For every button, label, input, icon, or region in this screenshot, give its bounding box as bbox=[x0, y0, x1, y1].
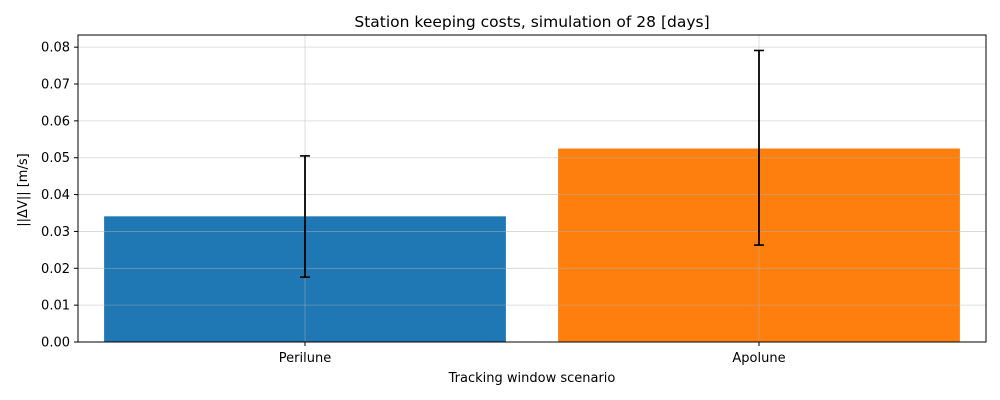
x-tick-label-apolune: Apolune bbox=[732, 351, 785, 366]
y-tick-label-6: 0.06 bbox=[41, 114, 70, 129]
axes: 0.00 0.01 0.02 0.03 0.04 0.05 0.06 0.07 0.08 Peri… bbox=[41, 34, 987, 366]
plot-frame bbox=[77, 34, 987, 343]
bars bbox=[104, 148, 960, 342]
error-bars bbox=[300, 49, 764, 278]
x-tick-label-perilune: Perilune bbox=[279, 351, 331, 366]
y-axis-label: ||ΔV|| [m/s] bbox=[16, 153, 31, 226]
chart-title: Station keeping costs, simulation of 28 … bbox=[354, 13, 709, 31]
y-tick-label-0: 0.00 bbox=[41, 336, 70, 351]
y-tick-label-7: 0.07 bbox=[41, 78, 70, 93]
y-tick-label-2: 0.02 bbox=[41, 262, 70, 277]
y-tick-label-1: 0.01 bbox=[41, 299, 70, 314]
x-axis-label: Tracking window scenario bbox=[448, 371, 616, 386]
y-tick-label-8: 0.08 bbox=[41, 41, 70, 56]
y-tick-label-4: 0.04 bbox=[41, 188, 70, 203]
grid bbox=[78, 35, 986, 343]
y-tick-label-5: 0.05 bbox=[41, 151, 70, 166]
y-tick-label-3: 0.03 bbox=[41, 225, 70, 240]
